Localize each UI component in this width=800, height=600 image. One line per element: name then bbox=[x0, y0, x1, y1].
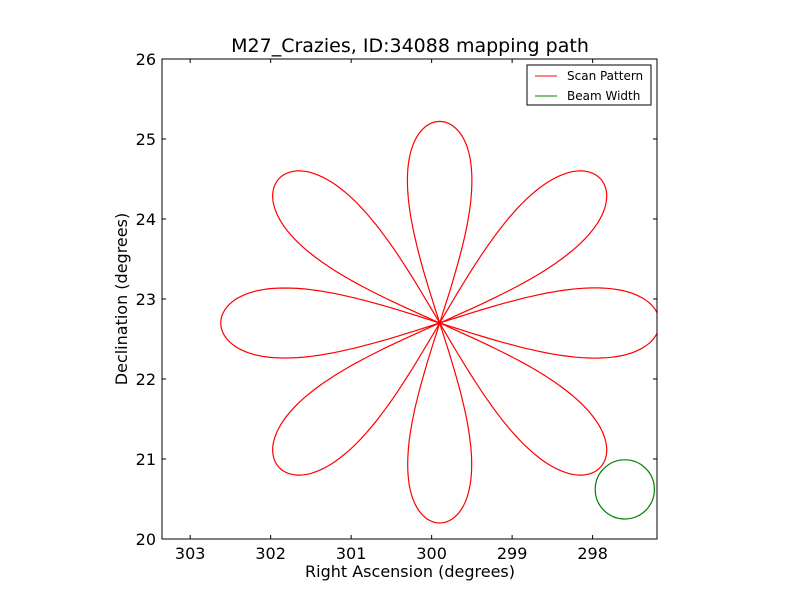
legend-box bbox=[526, 64, 652, 106]
x-tick-label: 300 bbox=[416, 544, 447, 563]
y-tick-label: 23 bbox=[136, 290, 156, 309]
x-tick-label: 303 bbox=[175, 544, 206, 563]
x-tick-label: 301 bbox=[336, 544, 367, 563]
y-tick-label: 25 bbox=[136, 130, 156, 149]
plot-content bbox=[220, 120, 657, 524]
beam-width-circle bbox=[594, 459, 656, 520]
scan-pattern-petal bbox=[439, 287, 657, 359]
scan-pattern-petal bbox=[407, 322, 473, 524]
y-tick-label: 22 bbox=[136, 370, 156, 389]
x-axis-label: Right Ascension (degrees) bbox=[305, 562, 515, 581]
scan-pattern-petal bbox=[439, 322, 608, 476]
x-tick-label: 298 bbox=[577, 544, 608, 563]
y-tick-label: 26 bbox=[136, 50, 156, 69]
x-tick-label: 299 bbox=[497, 544, 528, 563]
scan-pattern-petal bbox=[272, 170, 441, 324]
legend: Scan Pattern Beam Width bbox=[526, 64, 652, 106]
chart-title: M27_Crazies, ID:34088 mapping path bbox=[231, 35, 589, 57]
scan-pattern-petal bbox=[272, 322, 441, 476]
scan-pattern-petal bbox=[439, 170, 608, 324]
scan-pattern-petal bbox=[406, 120, 473, 324]
plot-frame bbox=[161, 58, 658, 540]
y-axis-label: Declination (degrees) bbox=[112, 213, 131, 385]
plot-area bbox=[220, 120, 657, 524]
x-tick-label: 302 bbox=[255, 544, 286, 563]
y-tick-label: 20 bbox=[136, 530, 156, 549]
y-tick-label: 24 bbox=[136, 210, 156, 229]
axis-ticks: 303 302 301 300 299 298 20 21 22 23 24 25 26 bbox=[136, 50, 657, 563]
legend-label-scan-pattern: Scan Pattern bbox=[567, 69, 643, 83]
y-tick-label: 21 bbox=[136, 450, 156, 469]
scan-pattern-petal bbox=[220, 287, 440, 359]
legend-label-beam-width: Beam Width bbox=[567, 89, 640, 103]
